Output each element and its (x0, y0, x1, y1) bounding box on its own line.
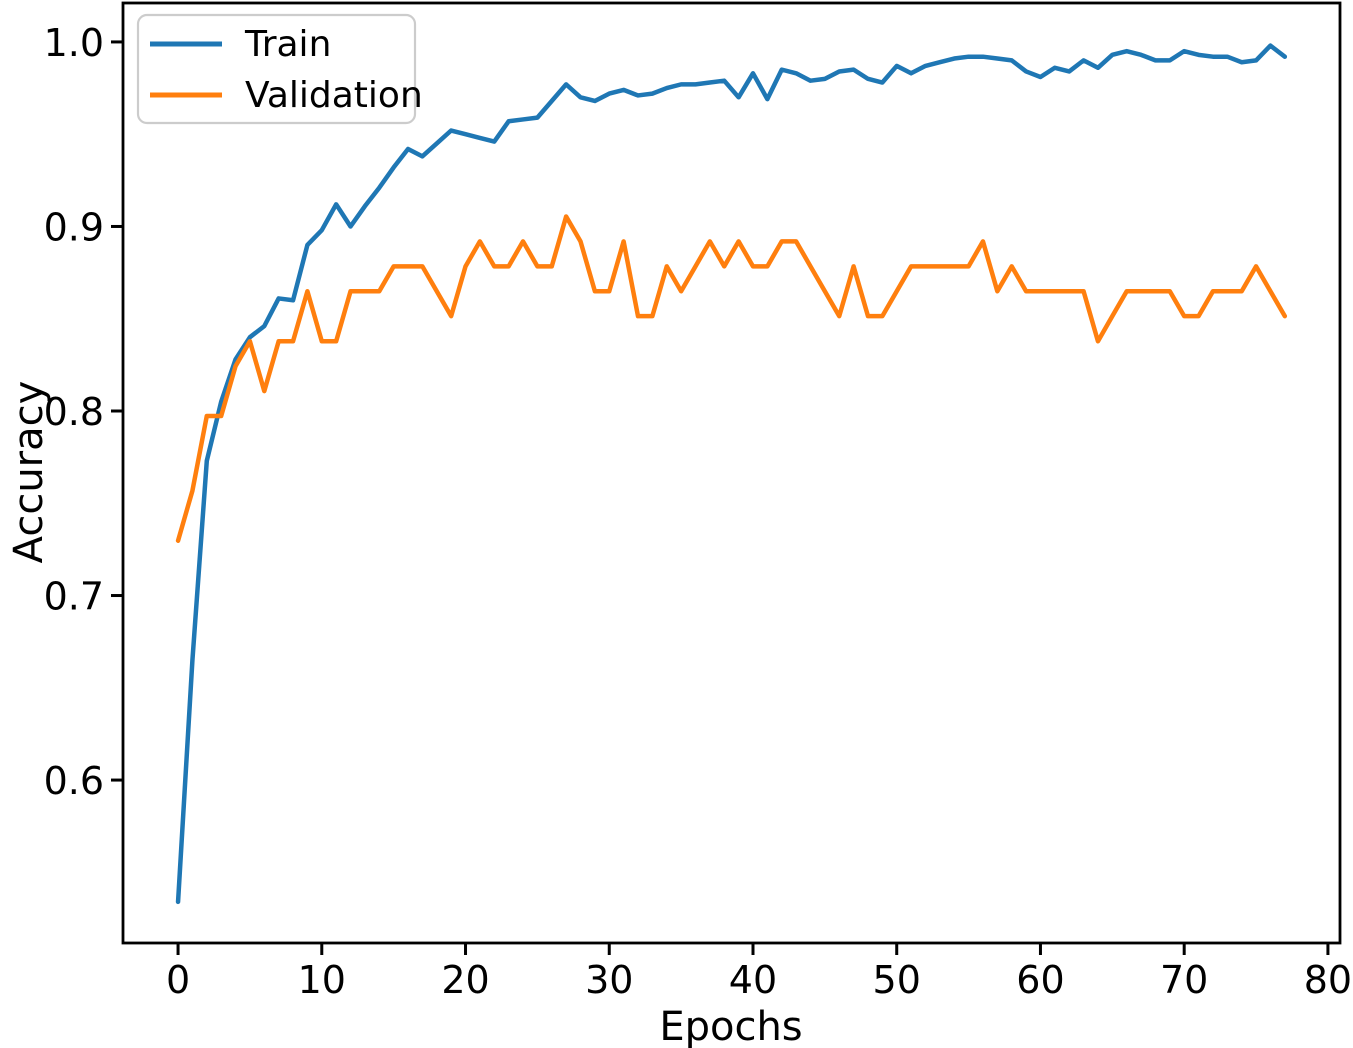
y-tick-label: 0.8 (44, 390, 104, 434)
x-tick-label: 40 (729, 958, 777, 1002)
y-tick-label: 0.7 (44, 575, 104, 619)
y-axis: 0.6 0.7 0.8 0.9 1.0 (44, 21, 123, 803)
legend-validation-label: Validation (245, 75, 423, 116)
x-tick-label: 30 (585, 958, 633, 1002)
y-axis-label: Accuracy (6, 381, 52, 564)
legend: Train Validation (136, 13, 423, 125)
plot-area (121, 1, 1342, 945)
x-tick-label: 80 (1304, 958, 1352, 1002)
x-tick-label: 20 (441, 958, 489, 1002)
y-tick-label: 1.0 (44, 21, 104, 65)
legend-train-label: Train (244, 24, 331, 65)
validation-line (175, 214, 1288, 543)
x-tick-label: 50 (873, 958, 921, 1002)
train-line (175, 43, 1288, 905)
x-tick-label: 60 (1016, 958, 1064, 1002)
y-tick-label: 0.9 (44, 205, 104, 249)
y-tick-label: 0.6 (44, 759, 104, 803)
plot-lines (175, 43, 1288, 905)
x-tick-label: 70 (1160, 958, 1208, 1002)
x-tick-label: 0 (166, 958, 190, 1002)
x-tick-label: 10 (298, 958, 346, 1002)
x-axis: 0 10 20 30 40 50 60 70 80 (166, 943, 1352, 1002)
x-axis-label: Epochs (659, 1004, 802, 1048)
